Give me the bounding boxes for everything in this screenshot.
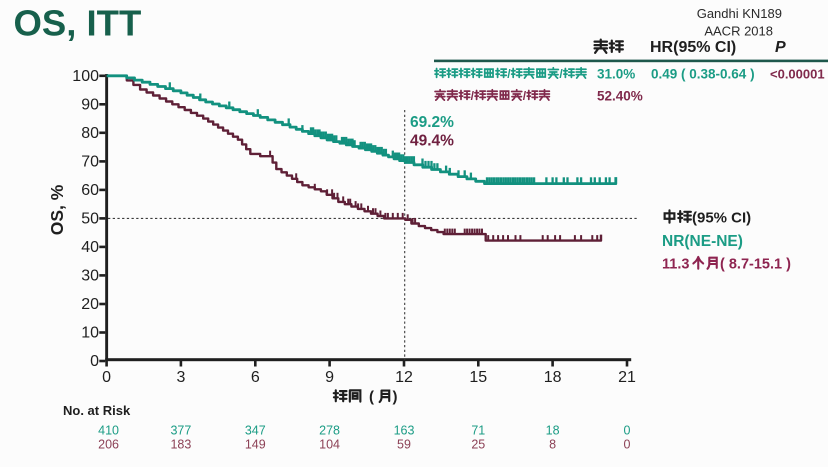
svg-text:/: / xyxy=(559,67,563,81)
svg-text:18: 18 xyxy=(544,369,562,386)
svg-text:52.40%: 52.40% xyxy=(597,89,643,104)
svg-text:377: 377 xyxy=(170,424,191,438)
svg-text:/: / xyxy=(471,89,475,103)
svg-text:163: 163 xyxy=(394,424,415,438)
svg-text:206: 206 xyxy=(98,438,119,452)
svg-text:71: 71 xyxy=(471,424,485,438)
svg-text:49.4%: 49.4% xyxy=(410,133,454,150)
svg-text:30: 30 xyxy=(81,268,99,285)
svg-text:60: 60 xyxy=(81,182,99,199)
svg-text:6: 6 xyxy=(251,369,260,386)
svg-text:50: 50 xyxy=(81,211,99,228)
svg-text:( 8.7-15.1 ): ( 8.7-15.1 ) xyxy=(720,257,791,273)
svg-text:183: 183 xyxy=(170,438,191,452)
svg-text:59: 59 xyxy=(397,438,411,452)
svg-text:80: 80 xyxy=(81,125,99,142)
svg-text:<0.00001: <0.00001 xyxy=(770,67,825,82)
svg-text:(: ( xyxy=(369,389,374,406)
svg-text:HR(95% CI): HR(95% CI) xyxy=(650,39,736,56)
svg-text:100: 100 xyxy=(72,68,99,85)
svg-text:20: 20 xyxy=(81,296,99,313)
svg-text:OS, %: OS, % xyxy=(47,184,67,235)
svg-text:NR(NE-NE): NR(NE-NE) xyxy=(662,233,743,250)
svg-text:P: P xyxy=(775,39,786,56)
svg-text:25: 25 xyxy=(471,438,485,452)
svg-text:90: 90 xyxy=(81,97,99,114)
svg-text:(95% CI): (95% CI) xyxy=(692,210,751,227)
svg-text:31.0%: 31.0% xyxy=(597,67,635,82)
svg-text:10: 10 xyxy=(81,325,99,342)
svg-text:278: 278 xyxy=(319,424,340,438)
svg-text:Gandhi KN189: Gandhi KN189 xyxy=(697,6,782,21)
svg-text:0: 0 xyxy=(102,369,111,386)
svg-text:410: 410 xyxy=(98,424,119,438)
svg-text:): ) xyxy=(393,389,398,406)
svg-text:/: / xyxy=(523,89,527,103)
svg-text:/: / xyxy=(507,67,511,81)
svg-text:149: 149 xyxy=(245,438,266,452)
svg-text:0.49 ( 0.38-0.64 ): 0.49 ( 0.38-0.64 ) xyxy=(651,67,755,82)
svg-text:OS, ITT: OS, ITT xyxy=(14,3,142,44)
svg-text:347: 347 xyxy=(245,424,266,438)
svg-text:3: 3 xyxy=(176,369,185,386)
svg-text:15: 15 xyxy=(469,369,487,386)
svg-text:0: 0 xyxy=(624,438,631,452)
svg-text:0: 0 xyxy=(90,353,99,370)
svg-text:69.2%: 69.2% xyxy=(410,114,454,131)
svg-text:AACR 2018: AACR 2018 xyxy=(704,24,773,39)
svg-text:21: 21 xyxy=(618,369,636,386)
svg-text:No. at Risk: No. at Risk xyxy=(63,403,131,418)
svg-text:9: 9 xyxy=(325,369,334,386)
svg-text:40: 40 xyxy=(81,239,99,256)
svg-text:18: 18 xyxy=(546,424,560,438)
svg-text:12: 12 xyxy=(395,369,413,386)
svg-text:8: 8 xyxy=(549,438,556,452)
svg-text:70: 70 xyxy=(81,154,99,171)
svg-text:11.3: 11.3 xyxy=(662,257,689,273)
svg-text:0: 0 xyxy=(624,424,631,438)
svg-text:104: 104 xyxy=(319,438,340,452)
